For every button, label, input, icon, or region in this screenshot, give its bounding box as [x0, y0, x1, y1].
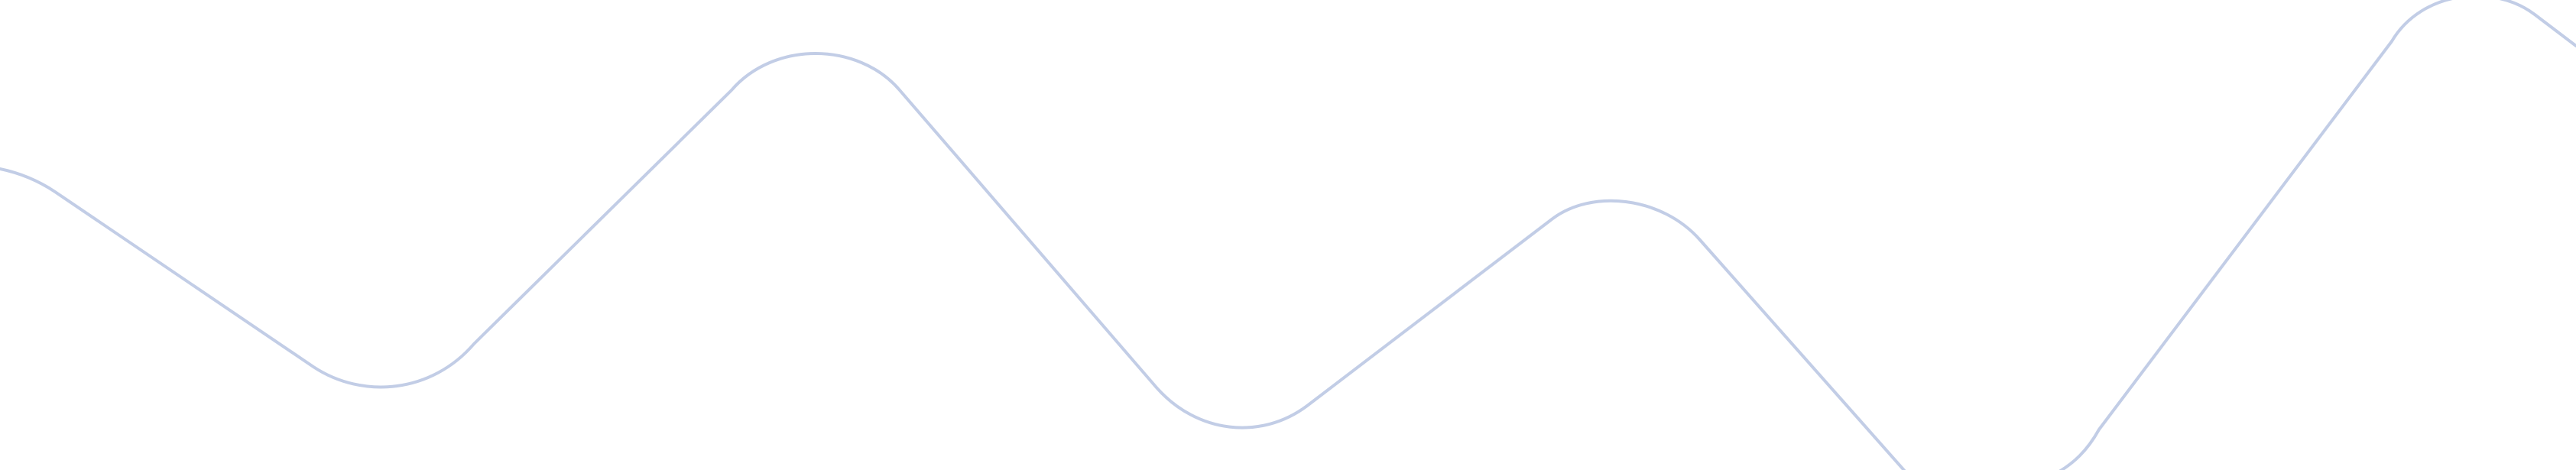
decorative-wave-canvas	[0, 0, 2576, 470]
wave-line-graphic	[0, 0, 2576, 470]
wave-line	[0, 0, 2576, 470]
